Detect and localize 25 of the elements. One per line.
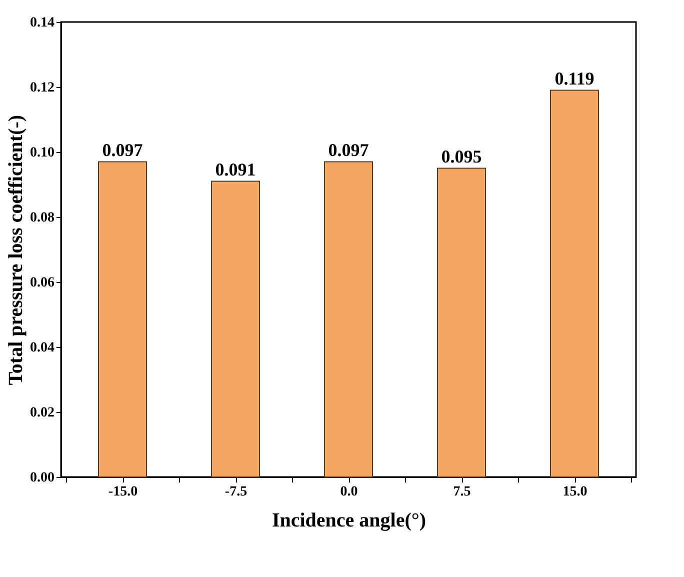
y-tick-label: 0.04 [30,340,54,356]
bar [550,90,599,478]
x-tick-label: -15.0 [108,484,138,500]
bar [211,180,260,478]
y-tick-label: 0.02 [30,406,54,420]
y-tick-label: 0.14 [30,16,54,30]
y-axis-title: Total pressure loss coefficient(-) [5,114,27,386]
y-tick-label: 0.12 [30,80,54,96]
x-tick-label: -7.5 [224,484,248,500]
x-tick-label: 15.0 [562,484,588,500]
data-label: 0.097 [328,140,369,160]
data-label: 0.095 [441,146,482,166]
data-label: 0.119 [554,68,594,88]
data-label: 0.091 [215,159,256,180]
data-label: 0.097 [102,140,143,160]
y-tick-label: 0.10 [30,146,54,160]
y-tick-label: 0.06 [30,276,54,290]
y-tick-label: 0.00 [30,470,54,486]
x-tick-label: 7.5 [453,484,471,500]
x-tick-label: 0.0 [340,484,358,500]
bar [98,161,147,478]
bar [324,161,373,478]
x-axis-title: Incidence angle(°) [272,510,426,532]
y-tick-label: 0.08 [30,210,54,226]
bar [437,168,486,478]
